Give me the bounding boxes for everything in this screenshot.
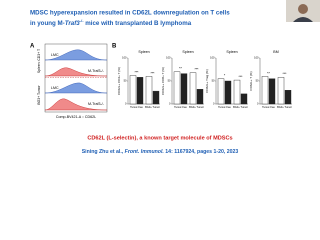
bar — [277, 77, 285, 105]
panel-label: B — [112, 44, 117, 50]
title-text: in young M- — [30, 20, 65, 27]
gene-name: Traf3 — [65, 20, 81, 27]
y-tick-label: 50 — [256, 79, 259, 83]
x-axis-label: Comp-BV421-A :: CD62L — [56, 115, 96, 119]
y-axis-label: CD62L+ T (%) — [249, 71, 253, 90]
significance: *** — [195, 68, 200, 72]
y-tick-label: 100 — [210, 56, 215, 60]
bar — [173, 71, 181, 105]
x-tick-label: Tumor-free — [174, 105, 187, 109]
x-tick-label: Tumor-free — [262, 105, 275, 109]
bar — [180, 73, 188, 105]
y-tick-label: 0 — [169, 102, 171, 106]
significance: *** — [151, 71, 156, 75]
y-axis-label: CD62L+ CD4+ T (%) — [117, 67, 121, 95]
x-tick-label: BG3+ Tumor — [189, 105, 204, 109]
bar — [145, 76, 153, 105]
x-tick-label: Tumor-free — [130, 105, 143, 109]
chart-title: BM — [273, 50, 278, 54]
significance: * — [224, 74, 226, 78]
y-axis-label: Spleen: CD3+ T — [37, 49, 41, 73]
ridge-label: M-Traf3-/- — [88, 102, 105, 106]
x-tick-label: Tumor-free — [218, 105, 231, 109]
y-axis-label: CD62L+ CD8+ T (%) — [161, 67, 165, 95]
panel-label: A — [30, 44, 35, 50]
bar — [224, 80, 232, 105]
citation-details: 14: 1167924, pages 1-20, 2023 — [164, 149, 239, 155]
significance: ** — [267, 71, 270, 75]
bar — [189, 72, 197, 105]
bar — [233, 79, 241, 105]
citation-journal: Front. Immunol. — [125, 149, 164, 155]
y-tick-label: 0 — [257, 102, 259, 106]
note: CD62L (L-selectin), a known target molec… — [87, 135, 232, 141]
chart-title: Spleen — [226, 50, 237, 54]
y-tick-label: 100 — [166, 56, 171, 60]
citation: Sining Zhu et al., Front. Immunol. 14: 1… — [82, 149, 239, 155]
x-tick-label: BG3+ Tumor — [145, 105, 160, 109]
bar — [268, 78, 276, 105]
bar — [152, 90, 160, 105]
x-tick-label: BG3+ Tumor — [233, 105, 248, 109]
plot-frame — [44, 43, 108, 113]
title-line: MDSC hyperexpansion resulted in CD62L do… — [30, 10, 230, 17]
page: MDSC hyperexpansion resulted in CD62L do… — [30, 0, 320, 156]
y-tick-label: 0 — [125, 102, 127, 106]
bar — [261, 76, 269, 105]
chart-title: Spleen — [182, 50, 193, 54]
slide: MDSC hyperexpansion resulted in CD62L do… — [30, 0, 320, 156]
ridge-label: M-Traf3-/- — [88, 69, 105, 73]
ridge-label: LMC — [51, 53, 59, 57]
y-tick-label: 50 — [124, 79, 127, 83]
significance: ** — [179, 67, 182, 71]
y-tick-label: 50 — [212, 79, 215, 83]
webcam — [286, 0, 320, 22]
significance: *** — [283, 72, 288, 76]
y-axis-label: CD62L+ Treg (%) — [205, 69, 209, 92]
superscript: -/- — [80, 18, 84, 23]
title-text: mice with transplanted B lymphoma — [84, 20, 192, 27]
bar — [217, 78, 225, 105]
bar — [240, 93, 248, 105]
ridge-label: LMC — [51, 86, 59, 90]
x-tick-label: BG3+ Tumor — [277, 105, 292, 109]
bar — [284, 89, 292, 105]
y-axis-label: BG3+ Tumor — [37, 84, 41, 104]
bar — [196, 89, 204, 105]
bar — [129, 75, 137, 105]
title-line: in young M-Traf3-/- mice with transplant… — [30, 18, 192, 27]
y-tick-label: 100 — [122, 56, 127, 60]
chart-title: Spleen — [138, 50, 149, 54]
histograms — [44, 49, 108, 111]
y-tick-label: 0 — [213, 102, 215, 106]
significance: *** — [135, 70, 140, 74]
y-tick-label: 50 — [168, 79, 171, 83]
significance: *** — [239, 75, 244, 79]
y-tick-label: 100 — [254, 56, 259, 60]
bar — [136, 77, 144, 105]
citation-author: Sining Zhu et al., — [82, 149, 125, 155]
